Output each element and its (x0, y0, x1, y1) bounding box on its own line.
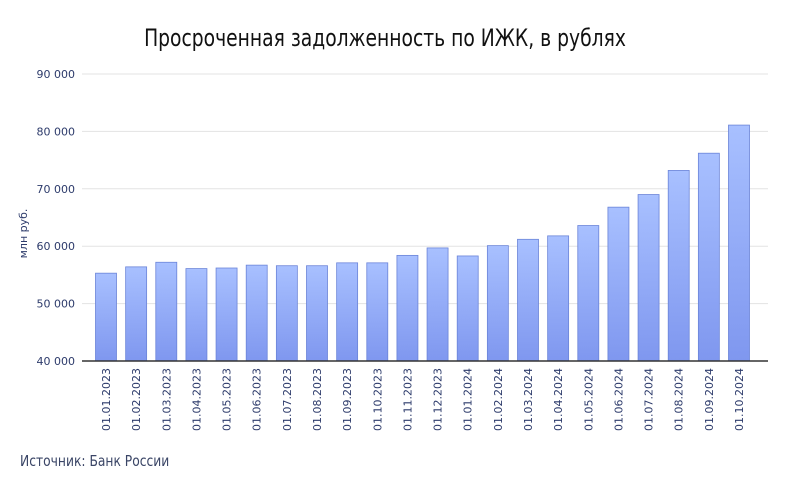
bar-01.10.2023 (366, 262, 389, 362)
bar-01.10.2024 (728, 124, 750, 362)
bar-01.04.2024 (547, 235, 570, 362)
y-axis-ticks: 40 000 50 000 60 000 70 000 80 000 90 000 (37, 68, 76, 368)
source-note: Источник: Банк России (20, 452, 170, 470)
x-tick-label: 01.09.2023 (341, 368, 354, 431)
bar-01.08.2023 (306, 265, 328, 362)
bar-01.01.2024 (456, 255, 479, 362)
bar-01.08.2024 (667, 170, 690, 362)
gridlines (82, 73, 768, 305)
x-tick-label: 01.10.2024 (733, 368, 746, 431)
bar-01.05.2023 (215, 267, 238, 362)
bar-01.02.2023 (125, 266, 148, 362)
bar-01.09.2023 (336, 262, 359, 362)
bar-01.03.2023 (155, 261, 178, 362)
x-tick-label: 01.07.2023 (281, 368, 294, 431)
x-tick-label: 01.03.2023 (160, 368, 173, 431)
x-tick-label: 01.01.2024 (462, 368, 475, 431)
x-tick-label: 01.05.2024 (582, 368, 595, 431)
bar-01.12.2023 (426, 247, 449, 362)
x-axis-ticks: 01.01.2023 01.02.2023 01.03.2023 01.04.2023… (100, 368, 746, 431)
y-tick-label: 60 000 (37, 240, 76, 253)
y-tick-label: 70 000 (37, 183, 76, 196)
bar-01.04.2023 (185, 268, 208, 362)
bars (95, 124, 750, 362)
x-tick-label: 01.06.2023 (251, 368, 264, 431)
x-tick-label: 01.02.2023 (130, 368, 143, 431)
x-tick-label: 01.09.2024 (703, 368, 716, 431)
x-tick-label: 01.01.2023 (100, 368, 113, 431)
x-tick-label: 01.08.2023 (311, 368, 324, 431)
bar-01.07.2024 (637, 194, 660, 362)
bar-01.06.2023 (245, 264, 268, 362)
x-tick-label: 01.05.2023 (221, 368, 234, 431)
x-tick-label: 01.04.2024 (552, 368, 565, 431)
x-tick-label: 01.07.2024 (643, 368, 656, 431)
chart-title: Просроченная задолженность по ИЖК, в руб… (144, 24, 626, 52)
x-tick-label: 01.08.2024 (673, 368, 686, 431)
bar-01.07.2023 (275, 265, 298, 362)
bar-01.03.2024 (517, 238, 539, 362)
x-tick-label: 01.06.2024 (612, 368, 625, 431)
x-tick-label: 01.04.2023 (190, 368, 203, 431)
y-tick-label: 40 000 (37, 355, 76, 368)
x-tick-label: 01.12.2023 (432, 368, 445, 431)
bar-01.02.2024 (486, 245, 509, 362)
y-tick-label: 80 000 (37, 125, 76, 138)
y-tick-label: 50 000 (37, 298, 76, 311)
x-tick-label: 01.11.2023 (401, 368, 414, 431)
bar-01.09.2024 (697, 152, 720, 362)
x-tick-label: 01.10.2023 (371, 368, 384, 431)
bar-01.05.2024 (577, 225, 600, 362)
y-tick-label: 90 000 (37, 68, 76, 81)
bar-01.06.2024 (607, 206, 630, 362)
bar-01.11.2023 (396, 254, 419, 362)
x-tick-label: 01.03.2024 (522, 368, 535, 431)
x-tick-label: 01.02.2024 (492, 368, 505, 431)
y-axis-label: млн руб. (17, 209, 30, 259)
bar-01.01.2023 (95, 272, 117, 362)
